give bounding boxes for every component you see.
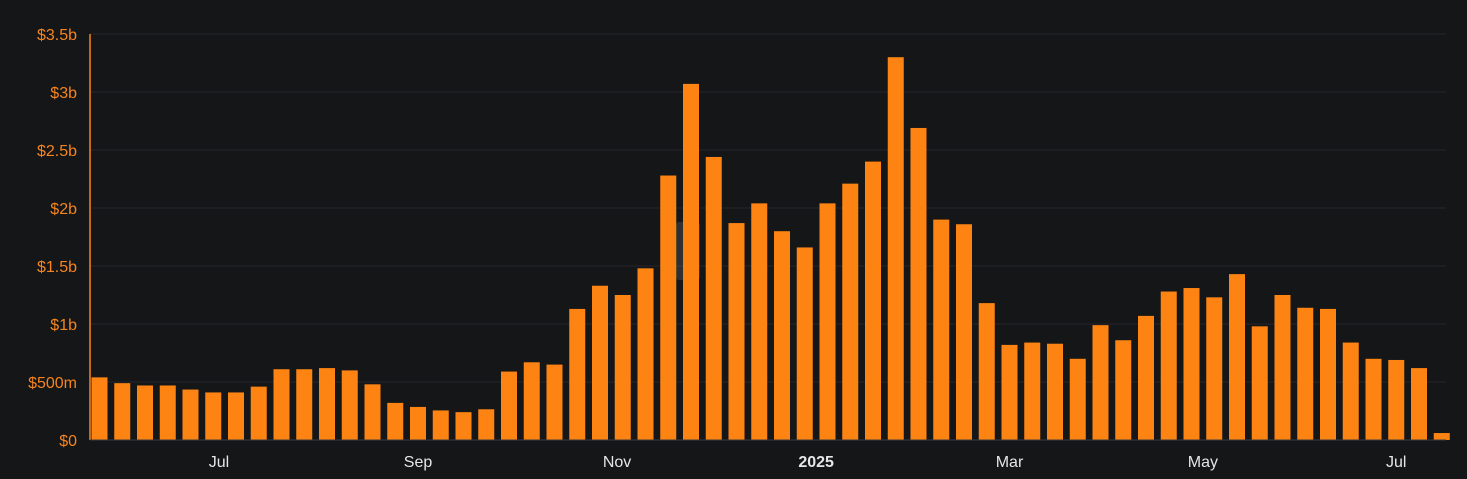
bar[interactable] bbox=[1115, 340, 1132, 440]
x-tick-label: Jul bbox=[1386, 454, 1406, 471]
bar[interactable] bbox=[250, 386, 267, 440]
bar[interactable] bbox=[182, 389, 199, 440]
y-tick-label: $3b bbox=[50, 85, 77, 102]
x-tick-label: Nov bbox=[603, 454, 631, 471]
bar[interactable] bbox=[1229, 274, 1245, 440]
bar[interactable] bbox=[410, 406, 426, 440]
bar[interactable] bbox=[1183, 288, 1200, 440]
bar[interactable] bbox=[865, 161, 881, 440]
bar[interactable] bbox=[387, 402, 404, 440]
bar[interactable] bbox=[114, 383, 131, 440]
bar[interactable] bbox=[1251, 326, 1268, 440]
bar[interactable] bbox=[683, 83, 699, 440]
bar[interactable] bbox=[705, 156, 722, 440]
y-tick-label: $500m bbox=[28, 375, 77, 392]
bar[interactable] bbox=[1297, 307, 1314, 440]
x-tick-labels: Jul Sep Nov 2025 Mar May Jul bbox=[209, 454, 1407, 471]
bar[interactable] bbox=[159, 385, 176, 440]
bar[interactable] bbox=[319, 368, 335, 440]
bar[interactable] bbox=[933, 219, 950, 440]
x-tick-label: 2025 bbox=[798, 454, 834, 471]
bar[interactable] bbox=[1069, 358, 1086, 440]
bar[interactable] bbox=[774, 231, 790, 440]
bar[interactable] bbox=[455, 412, 472, 440]
bar[interactable] bbox=[660, 175, 677, 440]
bar[interactable] bbox=[910, 127, 927, 441]
bar[interactable] bbox=[546, 364, 563, 440]
bar[interactable] bbox=[1138, 315, 1154, 440]
bar[interactable] bbox=[1411, 368, 1427, 440]
bar[interactable] bbox=[432, 410, 449, 440]
bars bbox=[91, 57, 1450, 441]
bar[interactable] bbox=[91, 377, 108, 440]
y-tick-label: $3.5b bbox=[37, 27, 77, 44]
bar[interactable] bbox=[592, 285, 608, 440]
bar[interactable] bbox=[614, 295, 631, 440]
bar[interactable] bbox=[978, 303, 995, 440]
bar[interactable] bbox=[796, 247, 813, 440]
y-tick-label: $1.5b bbox=[37, 259, 77, 276]
grid-lines bbox=[90, 33, 1446, 383]
bar[interactable] bbox=[1320, 308, 1336, 440]
x-tick-label: May bbox=[1188, 454, 1218, 471]
bar[interactable] bbox=[1160, 291, 1177, 440]
bar[interactable] bbox=[728, 223, 745, 440]
bar[interactable] bbox=[637, 268, 654, 440]
bar[interactable] bbox=[1024, 342, 1041, 440]
bar[interactable] bbox=[501, 371, 517, 440]
bar[interactable] bbox=[751, 203, 768, 440]
bar[interactable] bbox=[1342, 342, 1359, 440]
bar[interactable] bbox=[1433, 433, 1450, 440]
bar[interactable] bbox=[1274, 295, 1291, 440]
y-tick-label: $2.5b bbox=[37, 143, 77, 160]
bar[interactable] bbox=[569, 308, 586, 440]
bar[interactable] bbox=[1092, 325, 1109, 440]
bar[interactable] bbox=[1365, 358, 1382, 440]
bar[interactable] bbox=[205, 392, 222, 440]
bar[interactable] bbox=[478, 409, 495, 440]
y-tick-label: $0 bbox=[59, 433, 77, 450]
bar[interactable] bbox=[956, 224, 972, 440]
bar[interactable] bbox=[341, 370, 358, 440]
x-tick-label: Sep bbox=[404, 454, 433, 471]
bar[interactable] bbox=[842, 183, 859, 440]
bar[interactable] bbox=[1001, 344, 1018, 440]
bar[interactable] bbox=[364, 384, 381, 440]
y-tick-labels: $0 $500m $1b $1.5b $2b $2.5b $3b $3.5b bbox=[28, 27, 77, 450]
y-tick-label: $2b bbox=[50, 201, 77, 218]
bar[interactable] bbox=[1388, 359, 1405, 440]
bar[interactable] bbox=[273, 369, 290, 440]
bar[interactable] bbox=[228, 392, 244, 440]
bar[interactable] bbox=[1206, 297, 1223, 440]
bar[interactable] bbox=[819, 203, 836, 440]
bar[interactable] bbox=[137, 385, 153, 440]
bar[interactable] bbox=[887, 57, 904, 440]
bar[interactable] bbox=[1047, 343, 1063, 440]
bar[interactable] bbox=[296, 369, 313, 440]
y-tick-label: $1b bbox=[50, 317, 77, 334]
x-tick-label: Jul bbox=[209, 454, 229, 471]
x-tick-label: Mar bbox=[996, 454, 1024, 471]
bar[interactable] bbox=[523, 362, 540, 440]
